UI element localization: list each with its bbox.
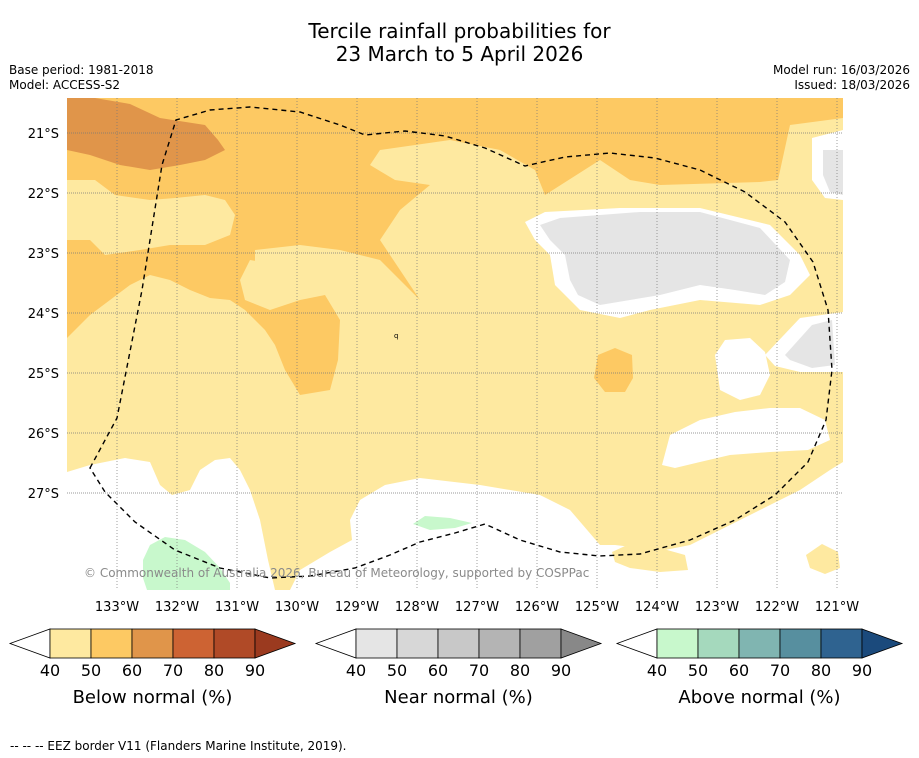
lon-label: 132°W: [155, 600, 199, 615]
colorbar-title: Above normal (%): [678, 687, 840, 708]
lon-label: 127°W: [455, 600, 499, 615]
lon-label: 126°W: [515, 600, 559, 615]
colorbar-segment: [49, 628, 92, 659]
above-normal-40-region: [413, 516, 472, 530]
colorbar-tick-label: 50: [688, 661, 708, 680]
colorbar-tick-label: 60: [428, 661, 448, 680]
colorbar-tick-label: 70: [469, 661, 489, 680]
below-normal-40-pocket: [255, 245, 420, 305]
colorbar-low-arrow: [314, 628, 357, 659]
colorbar-low-arrow: [615, 628, 658, 659]
lon-label: 123°W: [695, 600, 739, 615]
colorbar-segment: [396, 628, 439, 659]
colorbar-tick-label: 60: [729, 661, 749, 680]
map-speck: q: [394, 332, 398, 340]
copyright-text: © Commonwealth of Australia 2026, Bureau…: [84, 566, 589, 580]
colorbar-tick-label: 80: [204, 661, 224, 680]
colorbar-tick-label: 60: [122, 661, 142, 680]
lat-label: 22°S: [28, 187, 59, 202]
colorbar-segment: [478, 628, 521, 659]
latitude-labels: 21°S 22°S 23°S 24°S 25°S 26°S 27°S: [28, 127, 59, 502]
colorbar-segment: [779, 628, 822, 659]
colorbar-tick-label: 90: [852, 661, 872, 680]
lat-grid-lines: [67, 132, 843, 494]
lon-label: 124°W: [635, 600, 679, 615]
colorbar-segment: [656, 628, 699, 659]
map-title-line2: 23 March to 5 April 2026: [335, 42, 584, 66]
no-signal-region: [715, 338, 770, 400]
below-normal-50-region: [67, 98, 843, 395]
lat-label: 27°S: [28, 487, 59, 502]
below-normal-40-patch: [806, 544, 840, 574]
colorbar-tick-label: 50: [387, 661, 407, 680]
below-normal-40-pocket: [67, 180, 235, 255]
lon-label: 121°W: [815, 600, 859, 615]
lon-label: 122°W: [755, 600, 799, 615]
grid-lines: [116, 98, 838, 590]
colorbar-segment: [738, 628, 781, 659]
below-normal-40-patch: [612, 546, 688, 572]
colorbar-tick-label: 90: [245, 661, 265, 680]
map-title-line1: Tercile rainfall probabilities for: [308, 19, 611, 43]
below-normal-50-blob: [594, 348, 633, 392]
lon-label: 130°W: [275, 600, 319, 615]
lat-label: 21°S: [28, 127, 59, 142]
colorbar-high-arrow: [560, 628, 603, 659]
colorbar-tick-label: 40: [647, 661, 667, 680]
colorbar-segment: [213, 628, 256, 659]
probability-map: [67, 98, 843, 590]
colorbar: 40 50 60 70 80 90 Near normal (%): [314, 628, 603, 708]
no-signal-region: [67, 458, 275, 590]
colorbar-tick-label: 80: [510, 661, 530, 680]
colorbar-segment: [131, 628, 174, 659]
colorbar-tick-label: 70: [163, 661, 183, 680]
no-signal-region: [290, 462, 843, 590]
near-normal-40-region: [785, 320, 835, 368]
colorbar-segment: [172, 628, 215, 659]
eez-footnote: -- -- -- EEZ border V11 (Flanders Marine…: [10, 739, 347, 753]
lon-label: 131°W: [215, 600, 259, 615]
colorbar-tick-label: 40: [40, 661, 60, 680]
colorbar-tick-label: 70: [770, 661, 790, 680]
colorbar-segment: [437, 628, 480, 659]
colorbar-tick-label: 50: [81, 661, 101, 680]
colorbar-segment: [355, 628, 398, 659]
no-signal-region: [662, 408, 830, 468]
colorbar-title: Near normal (%): [384, 687, 533, 708]
lat-label: 25°S: [28, 367, 59, 382]
colorbar-tick-label: 80: [811, 661, 831, 680]
colorbar-legends: 40 50 60 70 80 90 Below normal (%) 40 50 60 70 80 90…: [8, 628, 904, 708]
colorbar-high-arrow: [861, 628, 904, 659]
colorbar-title: Below normal (%): [73, 687, 233, 708]
base-period: Base period: 1981-2018: [9, 63, 154, 77]
colorbar-segment: [519, 628, 562, 659]
lat-label: 26°S: [28, 427, 59, 442]
lat-label: 23°S: [28, 247, 59, 262]
colorbar-tick-label: 90: [551, 661, 571, 680]
near-normal-40-region: [823, 150, 843, 195]
colorbar-high-arrow: [254, 628, 297, 659]
above-normal-40-region: [143, 537, 230, 590]
colorbar-segment: [820, 628, 863, 659]
colorbar-segment: [697, 628, 740, 659]
colorbar-tick-label: 40: [346, 661, 366, 680]
lon-label: 129°W: [335, 600, 379, 615]
below-normal-60-region: [67, 98, 225, 170]
lon-label: 125°W: [575, 600, 619, 615]
longitude-labels: 133°W 132°W 131°W 130°W 129°W 128°W 127°…: [95, 600, 859, 615]
near-normal-40-region: [540, 212, 790, 305]
colorbar-low-arrow: [8, 628, 51, 659]
colorbar: 40 50 60 70 80 90 Below normal (%): [8, 628, 297, 708]
issued-date: Issued: 18/03/2026: [794, 78, 910, 92]
colorbar: 40 50 60 70 80 90 Above normal (%): [615, 628, 904, 708]
model-run: Model run: 16/03/2026: [772, 63, 910, 77]
eez-border: [89, 106, 833, 579]
lon-label: 133°W: [95, 600, 139, 615]
lon-label: 128°W: [395, 600, 439, 615]
model-name: Model: ACCESS-S2: [9, 78, 121, 92]
lat-label: 24°S: [28, 307, 59, 322]
colorbar-segment: [90, 628, 133, 659]
